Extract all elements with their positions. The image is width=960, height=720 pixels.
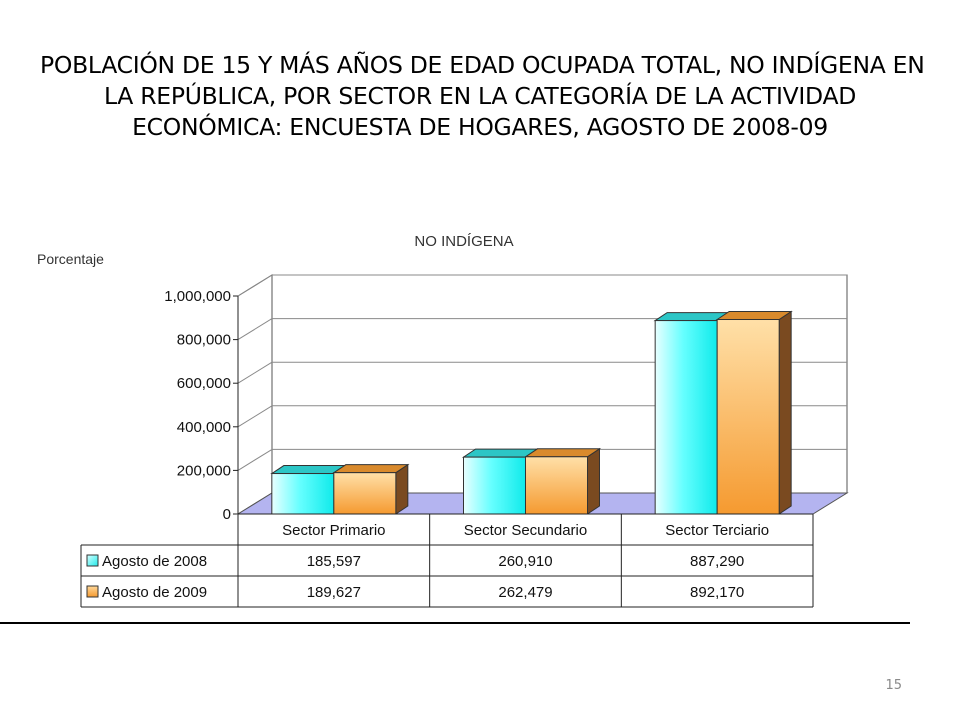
gridline-side [237, 405, 273, 428]
y-tick-label: 0 [223, 506, 231, 523]
gridline-side [237, 448, 273, 471]
slide-title-line: POBLACIÓN DE 15 Y MÁS AÑOS DE EDAD OCUPA… [40, 51, 925, 79]
bar [463, 456, 526, 515]
legend-swatch [86, 554, 99, 567]
x-tick-label: Sector Primario [282, 522, 385, 539]
bar [333, 472, 397, 515]
gridline-side [237, 318, 273, 341]
plot-area: 0 200,000 400,000 600,000 800,000 1,000,000 [164, 274, 849, 523]
table-header-bg [238, 514, 813, 545]
data-label: 189,627 [307, 584, 361, 601]
gridline-side [237, 361, 273, 384]
slide-title-line: ECONÓMICA: ENCUESTA DE HOGARES, AGOSTO D… [132, 113, 828, 141]
data-label: 892,170 [690, 584, 744, 601]
legend-entry: Agosto de 2009 [102, 584, 207, 601]
chart-title: NO INDÍGENA [414, 233, 513, 250]
bar-top [715, 311, 793, 321]
slide-title: POBLACIÓN DE 15 Y MÁS AÑOS DE EDAD OCUPA… [40, 50, 925, 143]
footer-rule [0, 622, 910, 624]
bar-top [332, 464, 410, 474]
data-label: 887,290 [690, 553, 744, 570]
y-tick-label: 400,000 [177, 419, 231, 436]
legend-entry: Agosto de 2008 [102, 553, 207, 570]
bar [525, 456, 588, 515]
chart-side-wall [237, 274, 273, 515]
data-label: 185,597 [307, 553, 361, 570]
x-tick-label: Sector Secundario [464, 522, 587, 539]
bar [716, 319, 780, 515]
y-tick-label: 200,000 [177, 462, 231, 479]
y-tick-label: 1,000,000 [164, 288, 231, 305]
page-number: 15 [885, 678, 902, 693]
data-label: 262,479 [498, 584, 552, 601]
bar-side [587, 447, 600, 515]
bar-top [523, 448, 602, 458]
gridline-side [237, 274, 273, 297]
bar [654, 320, 718, 515]
data-label: 260,910 [498, 553, 552, 570]
y-tick-label: 800,000 [177, 332, 231, 349]
x-tick-label: Sector Terciario [665, 522, 769, 539]
legend-swatch [86, 585, 99, 598]
y-tick-label: 600,000 [177, 375, 231, 392]
y-axis-label: Porcentaje [37, 251, 104, 267]
data-table: Sector Primario Sector Secundario Sector T… [80, 513, 814, 608]
bar-side [778, 310, 792, 515]
slide-title-line: LA REPÚBLICA, POR SECTOR EN LA CATEGORÍA… [103, 82, 857, 110]
bar [271, 473, 335, 515]
